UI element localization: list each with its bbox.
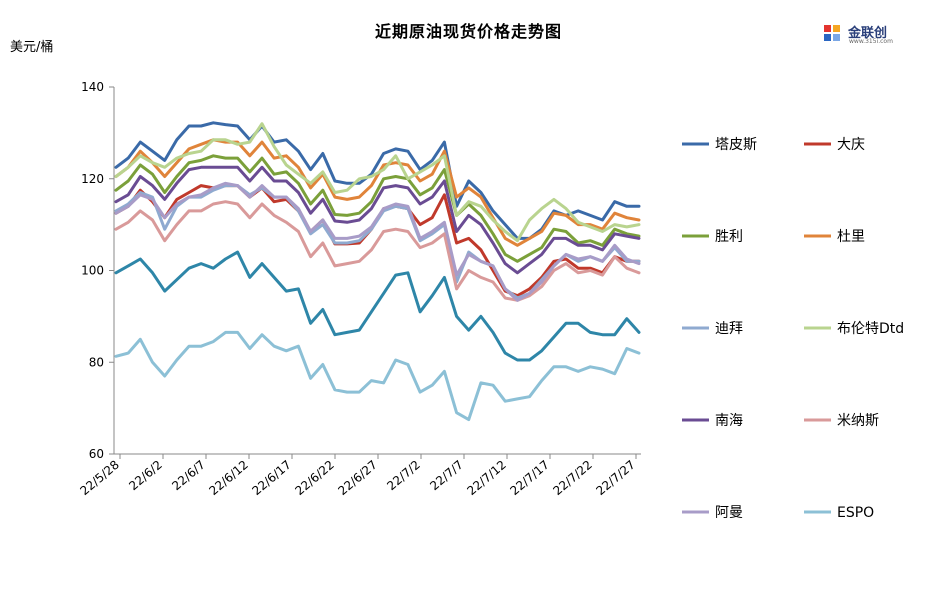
y-tick-label: 100 bbox=[81, 264, 104, 278]
legend-label: ESPO bbox=[837, 505, 874, 521]
series-line-阿曼 bbox=[114, 181, 641, 302]
x-tick-label: 22/7/22 bbox=[550, 458, 594, 498]
y-tick-label: 120 bbox=[81, 172, 104, 186]
x-tick-label: 22/7/2 bbox=[384, 458, 423, 494]
series-line-南海 bbox=[114, 165, 641, 275]
chart-series-lines bbox=[114, 121, 641, 422]
x-tick-label: 22/7/12 bbox=[464, 458, 508, 498]
series-line-胜利 bbox=[114, 154, 641, 263]
x-tick-label: 22/6/27 bbox=[335, 458, 379, 498]
y-tick-label: 60 bbox=[89, 447, 104, 461]
legend-label: 胜利 bbox=[715, 229, 743, 245]
legend-label: 米纳斯 bbox=[837, 413, 879, 429]
legend-label: 杜里 bbox=[837, 229, 865, 245]
series-line-杜里 bbox=[114, 138, 641, 247]
x-tick-label: 22/7/27 bbox=[593, 458, 637, 498]
legend-label: 阿曼 bbox=[715, 505, 743, 521]
x-tick-label: 22/7/7 bbox=[427, 458, 466, 494]
x-tick-label: 22/6/17 bbox=[249, 458, 293, 498]
logo-name: 金联创 bbox=[848, 26, 888, 41]
x-tick-label: 22/5/28 bbox=[77, 458, 121, 498]
y-axis-unit-label: 美元/桶 bbox=[10, 40, 54, 55]
series-line-ESPO bbox=[114, 330, 641, 422]
legend-label: 布伦特Dtd bbox=[837, 321, 904, 337]
series-line-series-10 bbox=[114, 250, 641, 362]
chart-title: 近期原油现货价格走势图 bbox=[374, 22, 562, 41]
logo-site: www.315i.com bbox=[849, 38, 893, 45]
y-tick-label: 140 bbox=[81, 80, 104, 94]
logo-mark-icon bbox=[824, 25, 840, 41]
x-tick-label: 22/6/2 bbox=[126, 458, 165, 494]
x-tick-label: 22/6/12 bbox=[206, 458, 250, 498]
x-tick-label: 22/6/7 bbox=[169, 458, 208, 494]
legend-label: 大庆 bbox=[837, 137, 865, 153]
legend-label: 南海 bbox=[715, 413, 743, 429]
legend-label: 迪拜 bbox=[715, 321, 743, 337]
y-tick-label: 80 bbox=[89, 355, 104, 369]
x-tick-label: 22/6/22 bbox=[292, 458, 336, 498]
x-tick-label: 22/7/17 bbox=[507, 458, 551, 498]
series-line-米纳斯 bbox=[114, 200, 641, 302]
brand-logo: 金联创 www.315i.com bbox=[818, 20, 898, 48]
series-line-布伦特Dtd bbox=[114, 122, 641, 243]
legend-label: 塔皮斯 bbox=[715, 137, 757, 153]
